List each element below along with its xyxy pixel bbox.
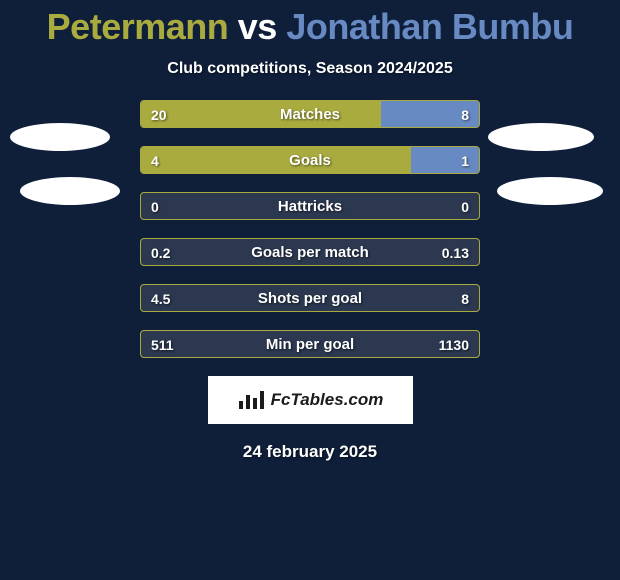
stats-container: 208Matches41Goals00Hattricks0.20.13Goals… <box>140 100 480 358</box>
left-value: 511 <box>141 331 184 358</box>
left-value: 20 <box>141 101 177 128</box>
left-value: 0 <box>141 193 169 220</box>
stat-row: 41Goals <box>140 146 480 174</box>
avatar-placeholder <box>20 177 120 205</box>
left-fill <box>141 101 381 127</box>
stat-label: Hattricks <box>141 193 479 220</box>
avatar-placeholder <box>10 123 110 151</box>
right-value: 0 <box>451 193 479 220</box>
left-value: 0.2 <box>141 239 180 266</box>
left-value: 4 <box>141 147 169 174</box>
avatar-placeholder <box>488 123 594 151</box>
right-value: 1 <box>451 147 479 174</box>
page-title: Petermann vs Jonathan Bumbu <box>0 0 620 48</box>
site-logo: FcTables.com <box>208 376 413 424</box>
stat-row: 5111130Min per goal <box>140 330 480 358</box>
player2-name: Jonathan Bumbu <box>286 6 573 47</box>
player1-name: Petermann <box>47 6 229 47</box>
left-fill <box>141 147 411 173</box>
stat-row: 208Matches <box>140 100 480 128</box>
stat-label: Shots per goal <box>141 285 479 312</box>
right-value: 0.13 <box>432 239 479 266</box>
stat-row: 0.2 0.13Goals per match <box>140 238 480 266</box>
stat-row: 0 0Hattricks <box>140 192 480 220</box>
stat-row: 4.5 8Shots per goal <box>140 284 480 312</box>
right-value: 1130 <box>429 331 479 358</box>
right-value: 8 <box>451 101 479 128</box>
date: 24 february 2025 <box>0 442 620 462</box>
vs-text: vs <box>238 6 277 47</box>
subtitle: Club competitions, Season 2024/2025 <box>0 60 620 78</box>
stat-label: Goals per match <box>141 239 479 266</box>
avatar-placeholder <box>497 177 603 205</box>
left-value: 4.5 <box>141 285 180 312</box>
right-value: 8 <box>451 285 479 312</box>
logo-bars-icon <box>237 389 265 411</box>
logo-text: FcTables.com <box>271 390 384 410</box>
